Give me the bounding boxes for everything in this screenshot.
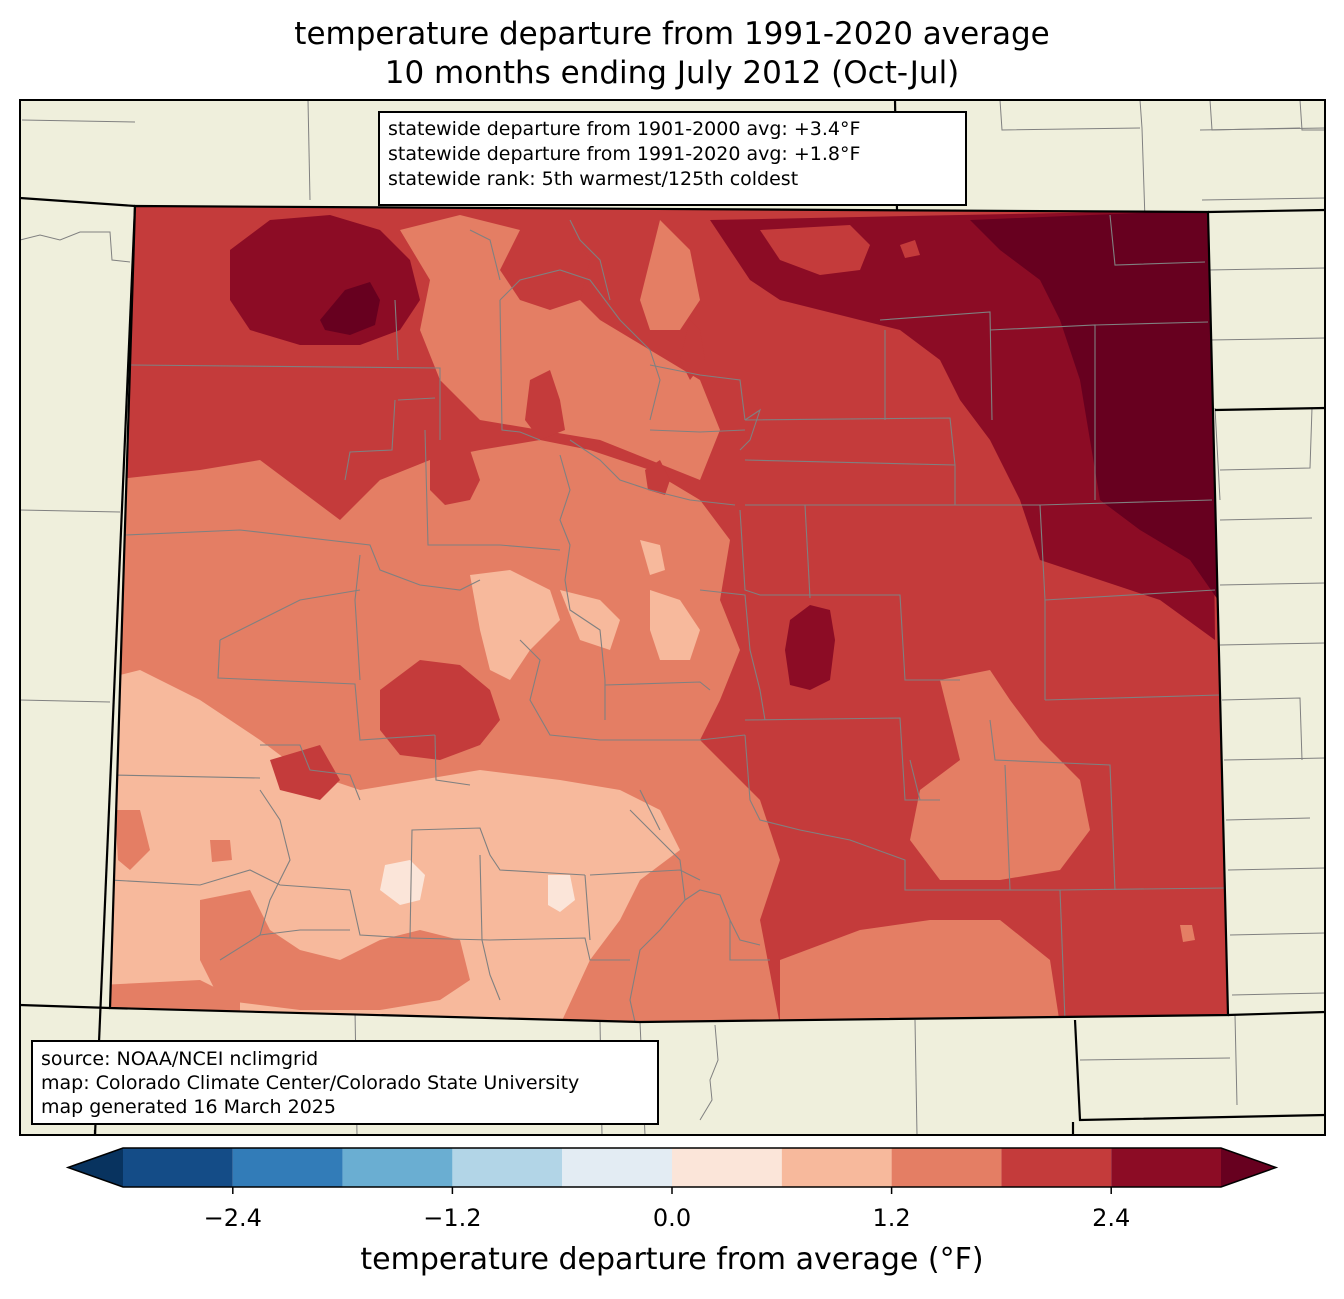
colorbar-tick-label: 1.2	[872, 1204, 911, 1232]
credits-generated: map generated 16 March 2025	[41, 1096, 336, 1118]
stats-rank: statewide rank: 5th warmest/125th coldes…	[388, 168, 799, 190]
stats-departure-1901-2000: statewide departure from 1901-2000 avg: …	[388, 118, 861, 140]
colorbar-tick-label: 0.0	[652, 1204, 692, 1232]
colorado-county-lines	[110, 214, 1226, 1022]
colorbar-segment	[562, 1148, 672, 1187]
colorbar-segment	[1001, 1148, 1112, 1187]
colorbar-tick-label: −2.4	[203, 1204, 262, 1232]
colorbar-segment	[123, 1148, 233, 1187]
colorbar-segment	[1111, 1148, 1221, 1187]
colorbar-tick-label: −1.2	[423, 1204, 482, 1232]
stats-departure-1991-2020: statewide departure from 1991-2020 avg: …	[388, 143, 861, 165]
colorbar-segment	[672, 1148, 782, 1187]
credits-box: source: NOAA/NCEI nclimgrid map: Colorad…	[31, 1040, 659, 1125]
colorbar-over-arrow	[1221, 1148, 1276, 1187]
map-subtitle: 10 months ending July 2012 (Oct-Jul)	[384, 55, 960, 91]
colorbar-segment	[781, 1148, 892, 1187]
colorbar	[65, 1147, 1279, 1194]
colorado-border	[108, 204, 1230, 1024]
colorbar-label: temperature departure from average (°F)	[360, 1242, 984, 1277]
credits-source: source: NOAA/NCEI nclimgrid	[41, 1048, 319, 1070]
map-title: temperature departure from 1991-2020 ave…	[294, 16, 1050, 52]
colorbar-tick-label: 2.4	[1092, 1204, 1131, 1232]
credits-map: map: Colorado Climate Center/Colorado St…	[41, 1072, 580, 1094]
colorbar-segment	[891, 1148, 1002, 1187]
colorbar-segment	[232, 1148, 343, 1187]
colorbar-segment	[342, 1148, 453, 1187]
map-frame	[19, 99, 1326, 1136]
colorbar-under-arrow	[68, 1148, 123, 1187]
colorbar-outline	[65, 1147, 1279, 1188]
colorbar-segment	[452, 1148, 563, 1187]
neighbor-county-lines	[20, 100, 1325, 1135]
statewide-stats-box: statewide departure from 1901-2000 avg: …	[378, 111, 967, 206]
